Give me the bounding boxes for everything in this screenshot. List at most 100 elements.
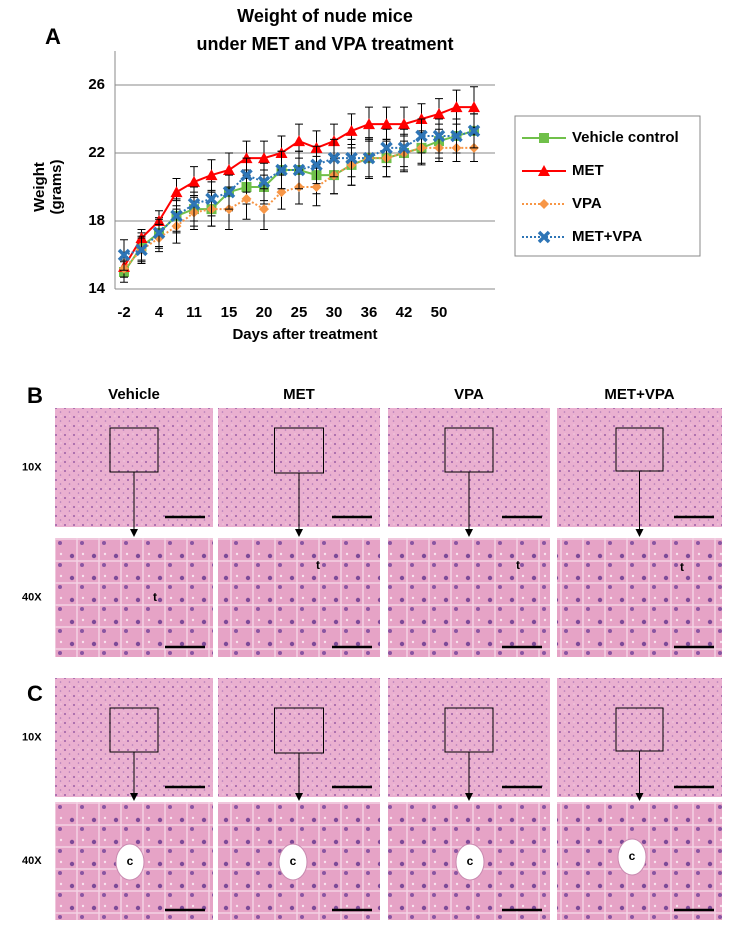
marker [310, 158, 323, 172]
arrow-head [295, 793, 303, 801]
marker [135, 243, 148, 257]
structure-label: t [153, 590, 157, 604]
x-tick-label: 30 [326, 304, 343, 321]
structure-label: c [127, 854, 134, 868]
marker [223, 164, 235, 175]
marker [345, 151, 358, 165]
structure-label: t [680, 560, 684, 574]
arrow-head [465, 793, 473, 801]
micrograph [218, 538, 380, 657]
column-label: Vehicle [108, 386, 160, 403]
arrow-head [130, 529, 138, 537]
marker [432, 129, 446, 143]
marker [433, 107, 445, 119]
marker [292, 163, 306, 177]
marker [362, 151, 376, 165]
y-tick-label: 18 [88, 212, 105, 229]
structure-label: t [516, 558, 520, 572]
marker [170, 186, 183, 198]
micrograph [388, 538, 550, 657]
marker [380, 141, 393, 155]
structure-label: c [467, 854, 474, 868]
marker [345, 124, 358, 136]
y-axis-label: Weight (grams) [31, 159, 65, 215]
central-vein [617, 838, 647, 876]
marker [468, 101, 480, 113]
marker [450, 101, 463, 113]
marker [467, 124, 481, 138]
marker [363, 118, 375, 130]
structure-label: c [290, 854, 297, 868]
row-label: 40X [22, 591, 42, 603]
x-tick-label: 36 [361, 304, 378, 321]
legend-label: Vehicle control [572, 129, 679, 146]
marker [205, 192, 218, 206]
column-label: MET [283, 386, 315, 403]
x-tick-label: 20 [256, 304, 273, 321]
row-label: 10X [22, 731, 42, 743]
arrow-head [130, 793, 138, 801]
marker [258, 152, 270, 164]
arrow-head [635, 529, 644, 537]
marker [415, 129, 428, 143]
column-label: MET+VPA [604, 386, 674, 403]
legend-label: MET [572, 162, 604, 179]
marker [450, 129, 463, 143]
marker [537, 230, 551, 244]
row-label: 40X [22, 855, 42, 867]
marker [117, 248, 131, 262]
micrograph [55, 538, 213, 657]
chart-subtitle: under MET and VPA treatment [196, 34, 454, 54]
panel-label: C [27, 681, 43, 706]
x-tick-label: 25 [291, 304, 308, 321]
x-tick-label: 4 [155, 304, 164, 321]
marker [397, 141, 411, 155]
central-vein [278, 843, 308, 881]
marker [240, 168, 253, 182]
marker [170, 209, 183, 223]
marker [241, 193, 252, 204]
x-tick-label: 50 [431, 304, 448, 321]
marker [276, 187, 287, 198]
structure-label: c [629, 849, 636, 863]
arrow-head [465, 529, 473, 537]
arrow-head [635, 793, 644, 801]
x-tick-label: 15 [221, 304, 238, 321]
legend-label: MET+VPA [572, 228, 642, 245]
structure-label: t [316, 558, 320, 572]
marker [380, 118, 393, 130]
marker [293, 135, 305, 147]
arrow-head [295, 529, 303, 537]
marker [257, 175, 271, 189]
marker [327, 151, 341, 165]
marker [205, 169, 218, 181]
marker [538, 165, 550, 176]
y-tick-label: 14 [88, 280, 105, 297]
marker [152, 226, 166, 240]
marker [311, 182, 322, 192]
marker [222, 185, 236, 199]
chart-title: Weight of nude mice [237, 6, 413, 26]
central-vein [115, 843, 145, 881]
x-tick-label: 11 [186, 304, 202, 321]
micrograph [557, 538, 722, 657]
marker [187, 197, 201, 211]
marker [275, 163, 288, 177]
marker [539, 133, 549, 143]
column-label: VPA [454, 386, 484, 403]
panel-label: A [45, 24, 61, 49]
y-tick-label: 26 [88, 76, 105, 93]
marker [398, 118, 410, 130]
x-tick-label: 42 [396, 304, 413, 321]
marker [539, 199, 549, 209]
legend-label: VPA [572, 195, 602, 212]
panel-label: B [27, 383, 43, 408]
marker [259, 204, 269, 215]
row-label: 10X [22, 461, 42, 473]
x-tick-label: -2 [117, 304, 130, 321]
marker [188, 175, 200, 187]
y-tick-label: 22 [88, 144, 105, 161]
central-vein [455, 843, 485, 881]
